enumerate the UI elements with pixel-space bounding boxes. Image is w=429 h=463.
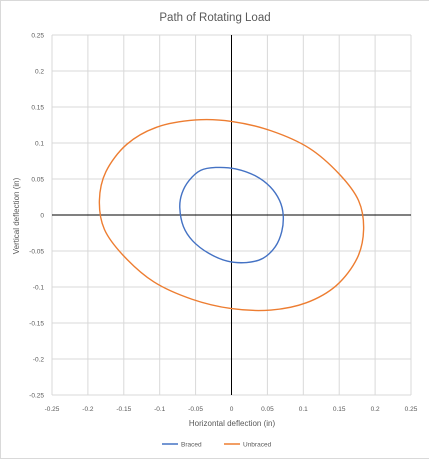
x-tick-label: 0.2: [371, 406, 380, 413]
x-tick-label: -0.2: [82, 406, 94, 413]
series-line-braced: [179, 166, 285, 264]
y-tick-label: -0.15: [29, 321, 44, 328]
y-tick-label: 0.1: [35, 141, 44, 148]
tick-layer: -0.25 -0.2 -0.15 -0.1 -0.05 0 0.05 0.1 0.15 0.2 0.…: [29, 33, 418, 414]
legend-label-unbraced: Unbraced: [243, 442, 272, 449]
series-line-unbraced: [98, 118, 365, 312]
y-tick-label: 0: [40, 213, 44, 220]
y-tick-label: 0.25: [31, 33, 44, 40]
series-layer: [98, 118, 365, 312]
x-tick-label: 0.1: [299, 406, 308, 413]
x-tick-label: -0.1: [154, 406, 166, 413]
legend: Braced Unbraced: [162, 442, 272, 449]
x-tick-label: 0.25: [405, 406, 418, 413]
x-tick-label: 0.05: [261, 406, 274, 413]
y-tick-label: 0.05: [31, 177, 44, 184]
x-tick-label: 0: [230, 406, 234, 413]
legend-label-braced: Braced: [181, 442, 202, 449]
axis-layer: [52, 35, 411, 395]
x-tick-label: 0.15: [333, 406, 346, 413]
chart-title: Path of Rotating Load: [159, 12, 270, 24]
y-tick-label: -0.05: [29, 249, 44, 256]
y-tick-label: -0.2: [33, 357, 45, 364]
y-tick-label: -0.25: [29, 393, 44, 400]
y-tick-label: 0.2: [35, 69, 44, 76]
y-tick-label: -0.1: [33, 285, 45, 292]
y-tick-label: 0.15: [31, 105, 44, 112]
x-tick-label: -0.25: [45, 406, 60, 413]
x-tick-label: -0.15: [116, 406, 131, 413]
x-axis-label: Horizontal deflection (in): [189, 419, 276, 428]
x-tick-label: -0.05: [188, 406, 203, 413]
y-axis-label: Vertical deflection (in): [12, 177, 21, 254]
